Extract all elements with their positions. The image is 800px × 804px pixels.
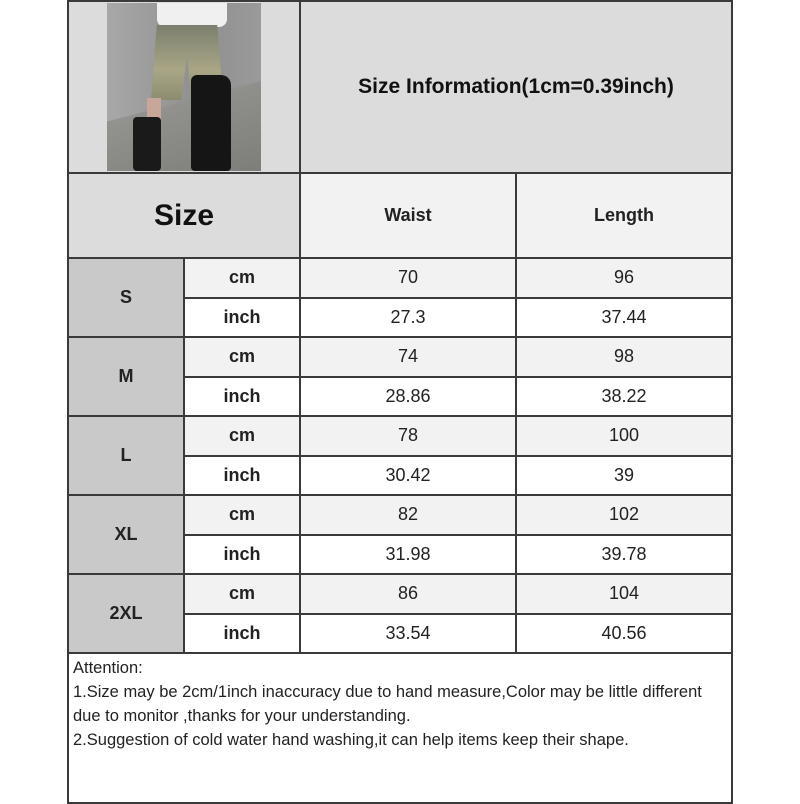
- waist-value: 74: [299, 336, 517, 378]
- length-value: 38.22: [514, 375, 734, 417]
- size-chart-table: Size Information(1cm=0.39inch) Size Wais…: [66, 0, 734, 804]
- size-info-title: Size Information(1cm=0.39inch): [298, 0, 734, 174]
- waist-value: 27.3: [299, 296, 517, 338]
- table-row: 2XL cm 86 104: [67, 573, 734, 654]
- waist-value: 28.86: [299, 375, 517, 417]
- unit-label: inch: [183, 454, 301, 496]
- attention-line: 1.Size may be 2cm/1inch inaccuracy due t…: [73, 683, 702, 725]
- table-row: inch 31.98 39.78: [68, 533, 734, 575]
- unit-label: cm: [183, 257, 301, 299]
- waist-value: 78: [299, 415, 517, 457]
- length-value: 39.78: [514, 533, 734, 575]
- waist-value: 82: [299, 494, 517, 536]
- length-value: 40.56: [514, 612, 734, 654]
- length-value: 98: [514, 336, 734, 378]
- attention-heading: Attention:: [73, 659, 143, 677]
- size-label: L: [67, 415, 185, 496]
- waist-header: Waist: [299, 172, 517, 259]
- attention-notes: Attention: 1.Size may be 2cm/1inch inaccu…: [66, 652, 734, 804]
- table-row: inch 33.54 40.56: [68, 612, 734, 654]
- unit-label: inch: [183, 533, 301, 575]
- table-row: inch 28.86 38.22: [68, 375, 734, 417]
- unit-label: cm: [183, 415, 301, 457]
- size-label: S: [67, 257, 185, 338]
- unit-label: cm: [183, 573, 301, 615]
- waist-value: 70: [299, 257, 517, 299]
- length-header: Length: [514, 172, 734, 259]
- size-label: XL: [67, 494, 185, 575]
- table-row: XL cm 82 102: [67, 494, 734, 575]
- table-row: inch 27.3 37.44: [68, 296, 734, 338]
- length-value: 104: [514, 573, 734, 615]
- unit-label: inch: [183, 612, 301, 654]
- waist-value: 33.54: [299, 612, 517, 654]
- size-label: 2XL: [67, 573, 185, 654]
- length-value: 102: [514, 494, 734, 536]
- unit-label: inch: [183, 375, 301, 417]
- unit-label: cm: [183, 494, 301, 536]
- waist-value: 31.98: [299, 533, 517, 575]
- product-photo-cell: [67, 0, 301, 174]
- size-label: M: [67, 336, 185, 417]
- length-value: 96: [514, 257, 734, 299]
- attention-line: 2.Suggestion of cold water hand washing,…: [73, 731, 629, 749]
- waist-value: 86: [299, 573, 517, 615]
- length-value: 37.44: [514, 296, 734, 338]
- size-header: Size: [67, 172, 301, 259]
- waist-value: 30.42: [299, 454, 517, 496]
- unit-label: cm: [183, 336, 301, 378]
- product-photo: [107, 3, 261, 171]
- length-value: 39: [514, 454, 734, 496]
- length-value: 100: [514, 415, 734, 457]
- unit-label: inch: [183, 296, 301, 338]
- table-row: inch 30.42 39: [68, 454, 734, 496]
